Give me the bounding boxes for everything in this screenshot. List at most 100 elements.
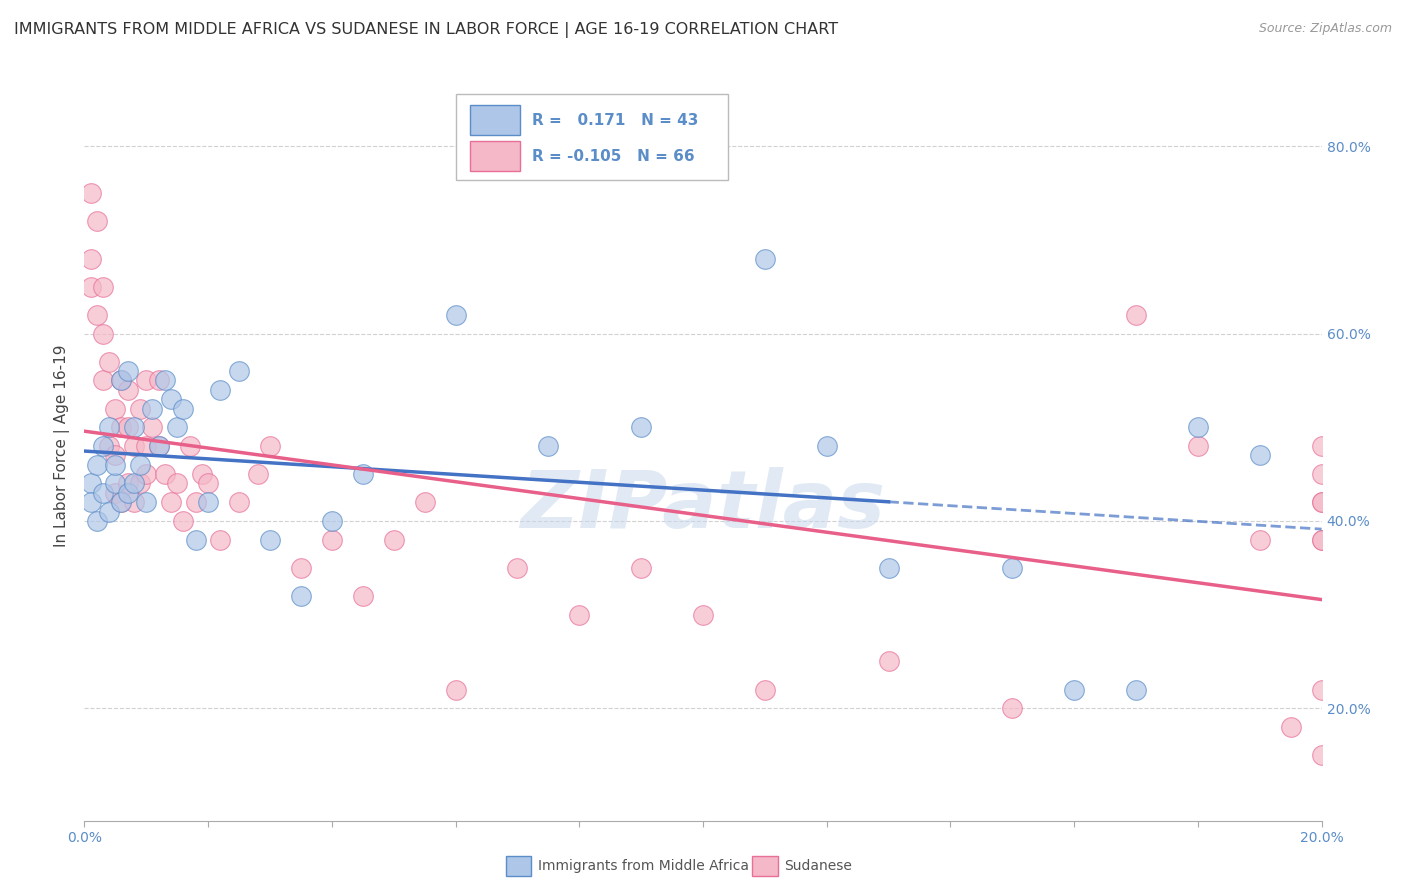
Point [1310, 495, 1333, 509]
Point [259, 439, 281, 453]
Text: IMMIGRANTS FROM MIDDLE AFRICA VS SUDANESE IN LABOR FORCE | AGE 16-19 CORRELATION: IMMIGRANTS FROM MIDDLE AFRICA VS SUDANES… [14, 22, 838, 38]
Point [104, 476, 127, 491]
Point [197, 476, 219, 491]
Point [1310, 439, 1333, 453]
Point [1125, 308, 1147, 322]
Point [259, 533, 281, 547]
Point [568, 607, 591, 622]
Point [91, 326, 114, 341]
Point [122, 495, 145, 509]
Point [1310, 533, 1333, 547]
Point [129, 476, 152, 491]
Point [352, 589, 374, 603]
Point [148, 439, 170, 453]
Point [135, 439, 157, 453]
Text: Sudanese: Sudanese [785, 859, 852, 873]
Text: R =   0.171   N = 43: R = 0.171 N = 43 [533, 112, 699, 128]
Point [444, 308, 467, 322]
FancyBboxPatch shape [471, 105, 520, 135]
Point [110, 495, 132, 509]
Point [135, 467, 157, 482]
Point [153, 467, 176, 482]
Point [141, 401, 163, 416]
Point [1001, 561, 1024, 575]
Point [148, 439, 170, 453]
Point [1001, 701, 1024, 715]
Point [1187, 420, 1209, 434]
Point [754, 252, 776, 266]
Point [228, 364, 250, 378]
Point [321, 533, 343, 547]
Point [104, 449, 127, 463]
Point [117, 383, 139, 397]
Point [506, 561, 529, 575]
Point [630, 561, 652, 575]
Point [166, 476, 188, 491]
Text: ZIPatlas: ZIPatlas [520, 467, 886, 545]
Point [1310, 682, 1333, 697]
Point [382, 533, 405, 547]
Point [110, 420, 132, 434]
Point [692, 607, 714, 622]
Point [122, 420, 145, 434]
Point [79, 495, 101, 509]
FancyBboxPatch shape [471, 141, 520, 171]
Point [191, 467, 214, 482]
Point [79, 476, 101, 491]
Point [228, 495, 250, 509]
Point [135, 495, 157, 509]
Point [815, 439, 838, 453]
Point [98, 355, 121, 369]
Point [91, 439, 114, 453]
Point [91, 486, 114, 500]
Point [1187, 439, 1209, 453]
Point [172, 514, 194, 528]
Point [104, 458, 127, 472]
Point [104, 401, 127, 416]
Point [122, 476, 145, 491]
Point [110, 374, 132, 388]
Text: R = -0.105   N = 66: R = -0.105 N = 66 [533, 149, 695, 163]
Point [1249, 449, 1271, 463]
Point [129, 401, 152, 416]
Point [1310, 467, 1333, 482]
Point [209, 533, 232, 547]
Point [148, 374, 170, 388]
Point [166, 420, 188, 434]
Point [352, 467, 374, 482]
Point [290, 589, 312, 603]
Point [172, 401, 194, 416]
Point [160, 392, 183, 407]
Point [79, 252, 101, 266]
Point [209, 383, 232, 397]
FancyBboxPatch shape [456, 94, 728, 180]
Point [184, 533, 207, 547]
Point [86, 308, 108, 322]
Point [197, 495, 219, 509]
Point [1310, 747, 1333, 762]
Point [117, 476, 139, 491]
Point [86, 214, 108, 228]
Point [91, 374, 114, 388]
Point [537, 439, 560, 453]
Point [160, 495, 183, 509]
Point [877, 561, 900, 575]
Point [117, 420, 139, 434]
Point [1310, 495, 1333, 509]
Point [117, 486, 139, 500]
Point [98, 439, 121, 453]
Point [117, 364, 139, 378]
Point [122, 439, 145, 453]
Point [110, 495, 132, 509]
Point [86, 458, 108, 472]
Point [79, 186, 101, 201]
Point [98, 420, 121, 434]
Point [98, 505, 121, 519]
Point [444, 682, 467, 697]
Point [877, 655, 900, 669]
Point [321, 514, 343, 528]
Point [246, 467, 269, 482]
Point [153, 374, 176, 388]
Point [1279, 720, 1302, 734]
Text: Source: ZipAtlas.com: Source: ZipAtlas.com [1258, 22, 1392, 36]
